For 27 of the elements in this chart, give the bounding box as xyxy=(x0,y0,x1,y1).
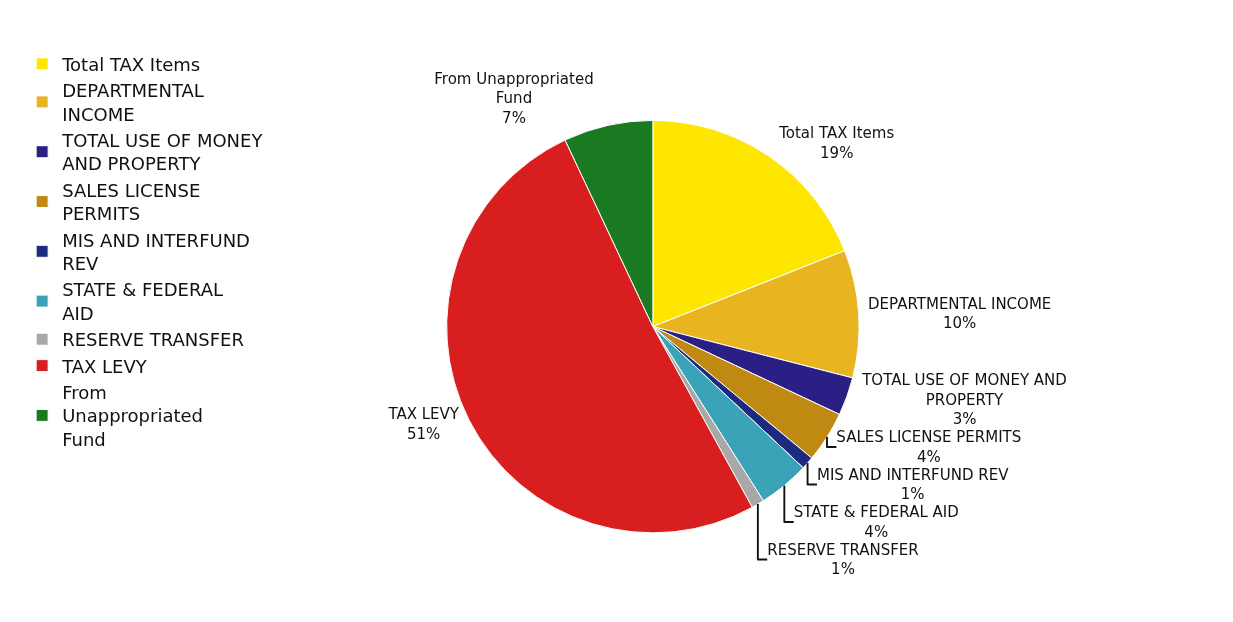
data-label: 1% xyxy=(900,485,925,504)
data-label: 19% xyxy=(820,143,854,162)
data-label: 51% xyxy=(406,424,441,443)
data-label: 1% xyxy=(831,560,855,579)
legend-label: From Unappropriated Fund xyxy=(62,382,204,450)
legend-label: STATE & FEDERAL AID xyxy=(62,279,224,324)
data-label: 10% xyxy=(943,314,977,333)
legend-label: RESERVE TRANSFER xyxy=(62,329,244,351)
data-label: 4% xyxy=(864,522,889,541)
slice-label: From Unappropriated Fund xyxy=(434,69,594,108)
legend-label: MIS AND INTERFUND REV xyxy=(62,229,250,275)
data-label: 7% xyxy=(502,108,526,127)
legend-label: Total TAX Items xyxy=(61,53,201,75)
slice-label: SALES LICENSE PERMITS xyxy=(836,428,1022,447)
legend-label: TOTAL USE OF MONEY AND PROPERTY xyxy=(61,130,264,175)
slice-label: Total TAX Items xyxy=(778,124,895,143)
slice-label: DEPARTMENTAL INCOME xyxy=(868,294,1052,313)
slice-label: TOTAL USE OF MONEY AND PROPERTY xyxy=(861,371,1067,409)
slice-label: MIS AND INTERFUND REV xyxy=(816,465,1010,484)
data-label: 4% xyxy=(916,447,941,466)
slice-label: STATE & FEDERAL AID xyxy=(793,503,959,522)
legend-label: DEPARTMENTAL INCOME xyxy=(62,80,204,125)
legend-label: SALES LICENSE PERMITS xyxy=(62,179,201,225)
legend-label: TAX LEVY xyxy=(61,355,148,377)
slice-label: TAX LEVY xyxy=(387,405,460,424)
data-label: 3% xyxy=(952,410,977,429)
slice-label: RESERVE TRANSFER xyxy=(767,540,919,559)
